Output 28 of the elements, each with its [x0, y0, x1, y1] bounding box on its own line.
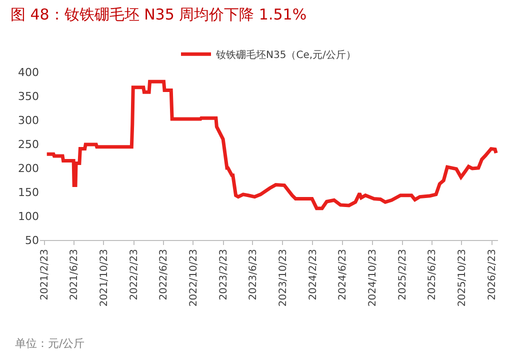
chart-title: 图 48：钕铁硼毛坯 N35 周均价下降 1.51% — [10, 6, 307, 24]
y-tick-label: 400 — [18, 66, 39, 79]
x-tick-label: 2024/2/23 — [308, 249, 319, 300]
y-tick-label: 150 — [18, 186, 39, 199]
x-tick-label: 2022/2/23 — [129, 249, 140, 300]
line-series — [45, 80, 498, 210]
y-tick-label: 300 — [18, 114, 39, 127]
x-tick-label: 2024/10/23 — [368, 249, 379, 307]
x-tick-label: 2025/6/23 — [427, 249, 438, 300]
x-tick-label: 2021/10/23 — [98, 249, 110, 307]
x-tick-label: 2023/10/23 — [278, 249, 289, 307]
x-tick-label: 2025/2/23 — [398, 249, 409, 300]
x-tick-label: 2024/6/23 — [338, 249, 349, 300]
y-tick-label: 100 — [18, 210, 39, 223]
x-tick-label: 2021/6/23 — [69, 249, 80, 300]
legend-label: 钕铁硼毛坯N35（Ce,元/公斤） — [215, 49, 356, 62]
x-tick-label: 2023/6/23 — [248, 249, 259, 300]
x-tick-label: 2023/2/23 — [218, 249, 230, 300]
y-tick-label: 250 — [18, 138, 39, 151]
text: 单位：元/公斤 — [15, 337, 85, 350]
x-tick-label: 2025/10/23 — [456, 249, 468, 307]
y-tick-label: 200 — [18, 162, 39, 175]
y-tick-label: 50 — [25, 234, 39, 247]
x-tick-label: 2022/6/23 — [158, 249, 170, 300]
x-tick-label: 2026/2/23 — [487, 249, 498, 300]
x-tick-label: 2021/2/23 — [40, 249, 51, 300]
x-tick-label: 2022/10/23 — [188, 249, 200, 307]
y-tick-label: 350 — [18, 90, 39, 103]
